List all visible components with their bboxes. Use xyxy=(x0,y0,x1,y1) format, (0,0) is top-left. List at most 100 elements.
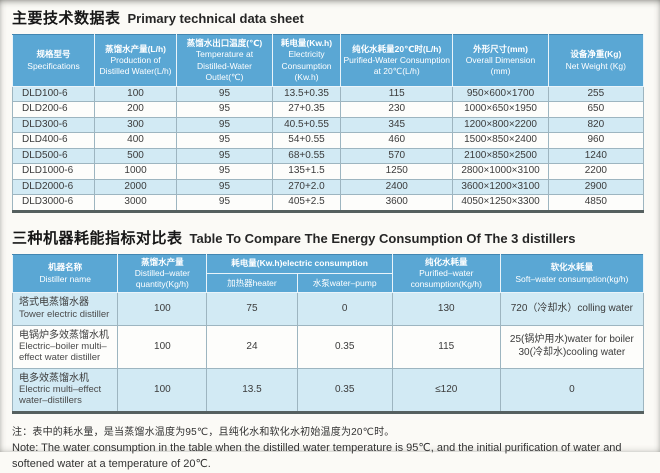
value-cell: 2800×1000×3100 xyxy=(452,163,549,180)
value-cell: 405+2.5 xyxy=(271,194,342,212)
value-cell: 2400 xyxy=(340,178,454,196)
table-row: 电锅炉多效蒸馏水机 Electric–boiler multi–effect wa… xyxy=(11,324,645,369)
distiller-name-cell: 电多效蒸馏水机 Electric multi–effect water–disti… xyxy=(11,367,119,414)
header-zh: 蒸馏水产量 xyxy=(141,256,184,267)
value-cell: 25(锅炉用水)water for boiler 30(冷却水)cooling … xyxy=(499,324,645,369)
col-group-electric-consumption: 耗电量(Kw.h)electric consumption xyxy=(206,253,393,275)
value-cell: 720（冷却水）colling water xyxy=(499,292,645,326)
value-cell: 2000 xyxy=(94,178,178,196)
value-cell: 960 xyxy=(547,132,645,149)
header-zh: 蒸馏水产量(L/h) xyxy=(105,43,166,54)
value-cell: 54+0.55 xyxy=(271,132,342,149)
value-cell: 100 xyxy=(117,324,208,369)
value-cell: 95 xyxy=(176,101,273,118)
header-en: Electricity Consumption (Kw.h) xyxy=(281,49,332,82)
table-row: DLD500-6 500 95 68+0.55 570 2100×850×2500 1240 xyxy=(11,147,645,165)
value-cell: 24 xyxy=(206,324,298,369)
value-cell: 3600×1200×3100 xyxy=(452,178,549,196)
primary-table-body: DLD100-6 100 95 13.5+0.35 115 950×600×1700 255… xyxy=(11,85,645,212)
spec-cell: DLD200-6 xyxy=(11,101,96,118)
col-purified-water: 纯化水耗量20℃时(L/h) Purified-Water Consumptio… xyxy=(340,34,454,87)
primary-table-header: 规格型号 Specifications 蒸馏水产量(L/h) Productio… xyxy=(11,34,645,87)
spec-cell: DLD500-6 xyxy=(11,147,96,165)
header-en: Purified–water consumption(Kg/h) xyxy=(410,268,482,290)
table-row: DLD2000-6 2000 95 270+2.0 2400 3600×1200×3100… xyxy=(11,178,645,196)
value-cell: 0.35 xyxy=(296,367,393,414)
value-cell: 2100×850×2500 xyxy=(452,147,549,165)
col-purified-consumption: 纯化水耗量 Purified–water consumption(Kg/h) xyxy=(391,253,501,294)
spec-cell: DLD100-6 xyxy=(11,85,96,103)
distiller-name-cell: 电锅炉多效蒸馏水机 Electric–boiler multi–effect wa… xyxy=(11,324,119,369)
col-production: 蒸馏水产量(L/h) Production of Distilled Water… xyxy=(94,34,178,87)
value-cell: 0 xyxy=(296,292,393,326)
value-cell: 115 xyxy=(340,85,454,103)
table-row: DLD100-6 100 95 13.5+0.35 115 950×600×1700 255 xyxy=(11,85,645,103)
header-en: Specifications xyxy=(27,60,80,71)
compare-table-header: 机器名称 Distiller name 蒸馏水产量 Distilled–wate… xyxy=(11,253,645,294)
value-cell: 0.35 xyxy=(296,324,393,369)
header-zh: 纯化水耗量 xyxy=(425,256,468,267)
value-cell: 75 xyxy=(206,292,298,326)
spec-cell: DLD300-6 xyxy=(11,116,96,134)
header-en: Distiller name xyxy=(39,273,91,284)
header-en: Temperature at Distilled-Water Outlet(℃) xyxy=(195,49,254,82)
table-row: DLD200-6 200 95 27+0.35 230 1000×650×1950 650 xyxy=(11,101,645,118)
section-gap xyxy=(12,213,644,227)
value-cell: 100 xyxy=(117,367,208,414)
value-cell: 13.5 xyxy=(206,367,298,414)
value-cell: 345 xyxy=(340,116,454,134)
value-cell: 27+0.35 xyxy=(271,101,342,118)
header-en: Net Weight (Kg) xyxy=(565,60,626,71)
table-row: DLD1000-6 1000 95 135+1.5 1250 2800×1000×3100… xyxy=(11,163,645,180)
value-cell: 2900 xyxy=(547,178,645,196)
value-cell: 1200×800×2200 xyxy=(452,116,549,134)
value-cell: 460 xyxy=(340,132,454,149)
header-zh: 机器名称 xyxy=(48,262,83,273)
value-cell: 820 xyxy=(547,116,645,134)
header-zh: 规格型号 xyxy=(36,49,71,60)
value-cell: 40.5+0.55 xyxy=(271,116,342,134)
value-cell: ≤120 xyxy=(391,367,501,414)
table-row: DLD400-6 400 95 54+0.55 460 1500×850×2400 960 xyxy=(11,132,645,149)
value-cell: 95 xyxy=(176,116,273,134)
value-cell: 1240 xyxy=(547,147,645,165)
value-cell: 13.5+0.35 xyxy=(271,85,342,103)
footnote: 注：表中的耗水量，是当蒸馏水温度为95℃，且纯化水和软化水初始温度为20℃时。 … xyxy=(12,423,644,473)
compare-section-title: 三种机器耗能指标对比表 Table To Compare The Energy … xyxy=(12,227,644,248)
value-cell: 95 xyxy=(176,85,273,103)
primary-technical-table: 规格型号 Specifications 蒸馏水产量(L/h) Productio… xyxy=(11,34,645,213)
value-cell: 100 xyxy=(117,292,208,326)
header-en: Purified-Water Consumption at 20℃(L/h) xyxy=(343,54,450,77)
value-cell: 95 xyxy=(176,147,273,165)
value-cell: 1500×850×2400 xyxy=(452,132,549,149)
header-en: Distilled–water quantity(Kg/h) xyxy=(134,268,190,290)
energy-compare-table: 机器名称 Distiller name 蒸馏水产量 Distilled–wate… xyxy=(11,253,645,415)
header-zh: 耗电量(Kw.h) xyxy=(280,38,333,48)
col-specifications: 规格型号 Specifications xyxy=(11,34,96,87)
compare-title-zh: 三种机器耗能指标对比表 xyxy=(12,229,183,247)
compare-title-en: Table To Compare The Energy Consumption … xyxy=(189,230,576,246)
spec-cell: DLD3000-6 xyxy=(11,194,96,212)
col-soft-water-consumption: 软化水耗量 Soft–water consumption(kg/h) xyxy=(499,253,645,294)
col-distilled-quantity: 蒸馏水产量 Distilled–water quantity(Kg/h) xyxy=(117,253,208,294)
value-cell: 95 xyxy=(176,132,273,149)
value-cell: 500 xyxy=(94,147,178,165)
value-cell: 570 xyxy=(340,147,454,165)
header-en: Overall Dimension (mm) xyxy=(465,54,536,77)
value-cell: 1000×650×1950 xyxy=(452,101,549,118)
value-cell: 100 xyxy=(94,85,178,103)
value-cell: 950×600×1700 xyxy=(452,85,549,103)
value-cell: 300 xyxy=(94,116,178,134)
header-en: Production of Distilled Water(L/h) xyxy=(99,54,172,77)
col-net-weight: 设备净重(Kg) Net Weight (Kg) xyxy=(547,34,645,87)
col-heater: 加热器heater xyxy=(206,273,298,294)
value-cell: 4850 xyxy=(547,194,645,212)
value-cell: 135+1.5 xyxy=(271,163,342,180)
value-cell: 1000 xyxy=(94,163,178,180)
value-cell: 3000 xyxy=(94,194,178,212)
header-zh: 纯化水耗量20℃时(L/h) xyxy=(352,43,442,54)
primary-title-zh: 主要技术数据表 xyxy=(12,10,121,27)
col-electricity: 耗电量(Kw.h) Electricity Consumption (Kw.h) xyxy=(271,34,342,87)
primary-title-en: Primary technical data sheet xyxy=(127,11,304,26)
value-cell: 400 xyxy=(94,132,178,149)
